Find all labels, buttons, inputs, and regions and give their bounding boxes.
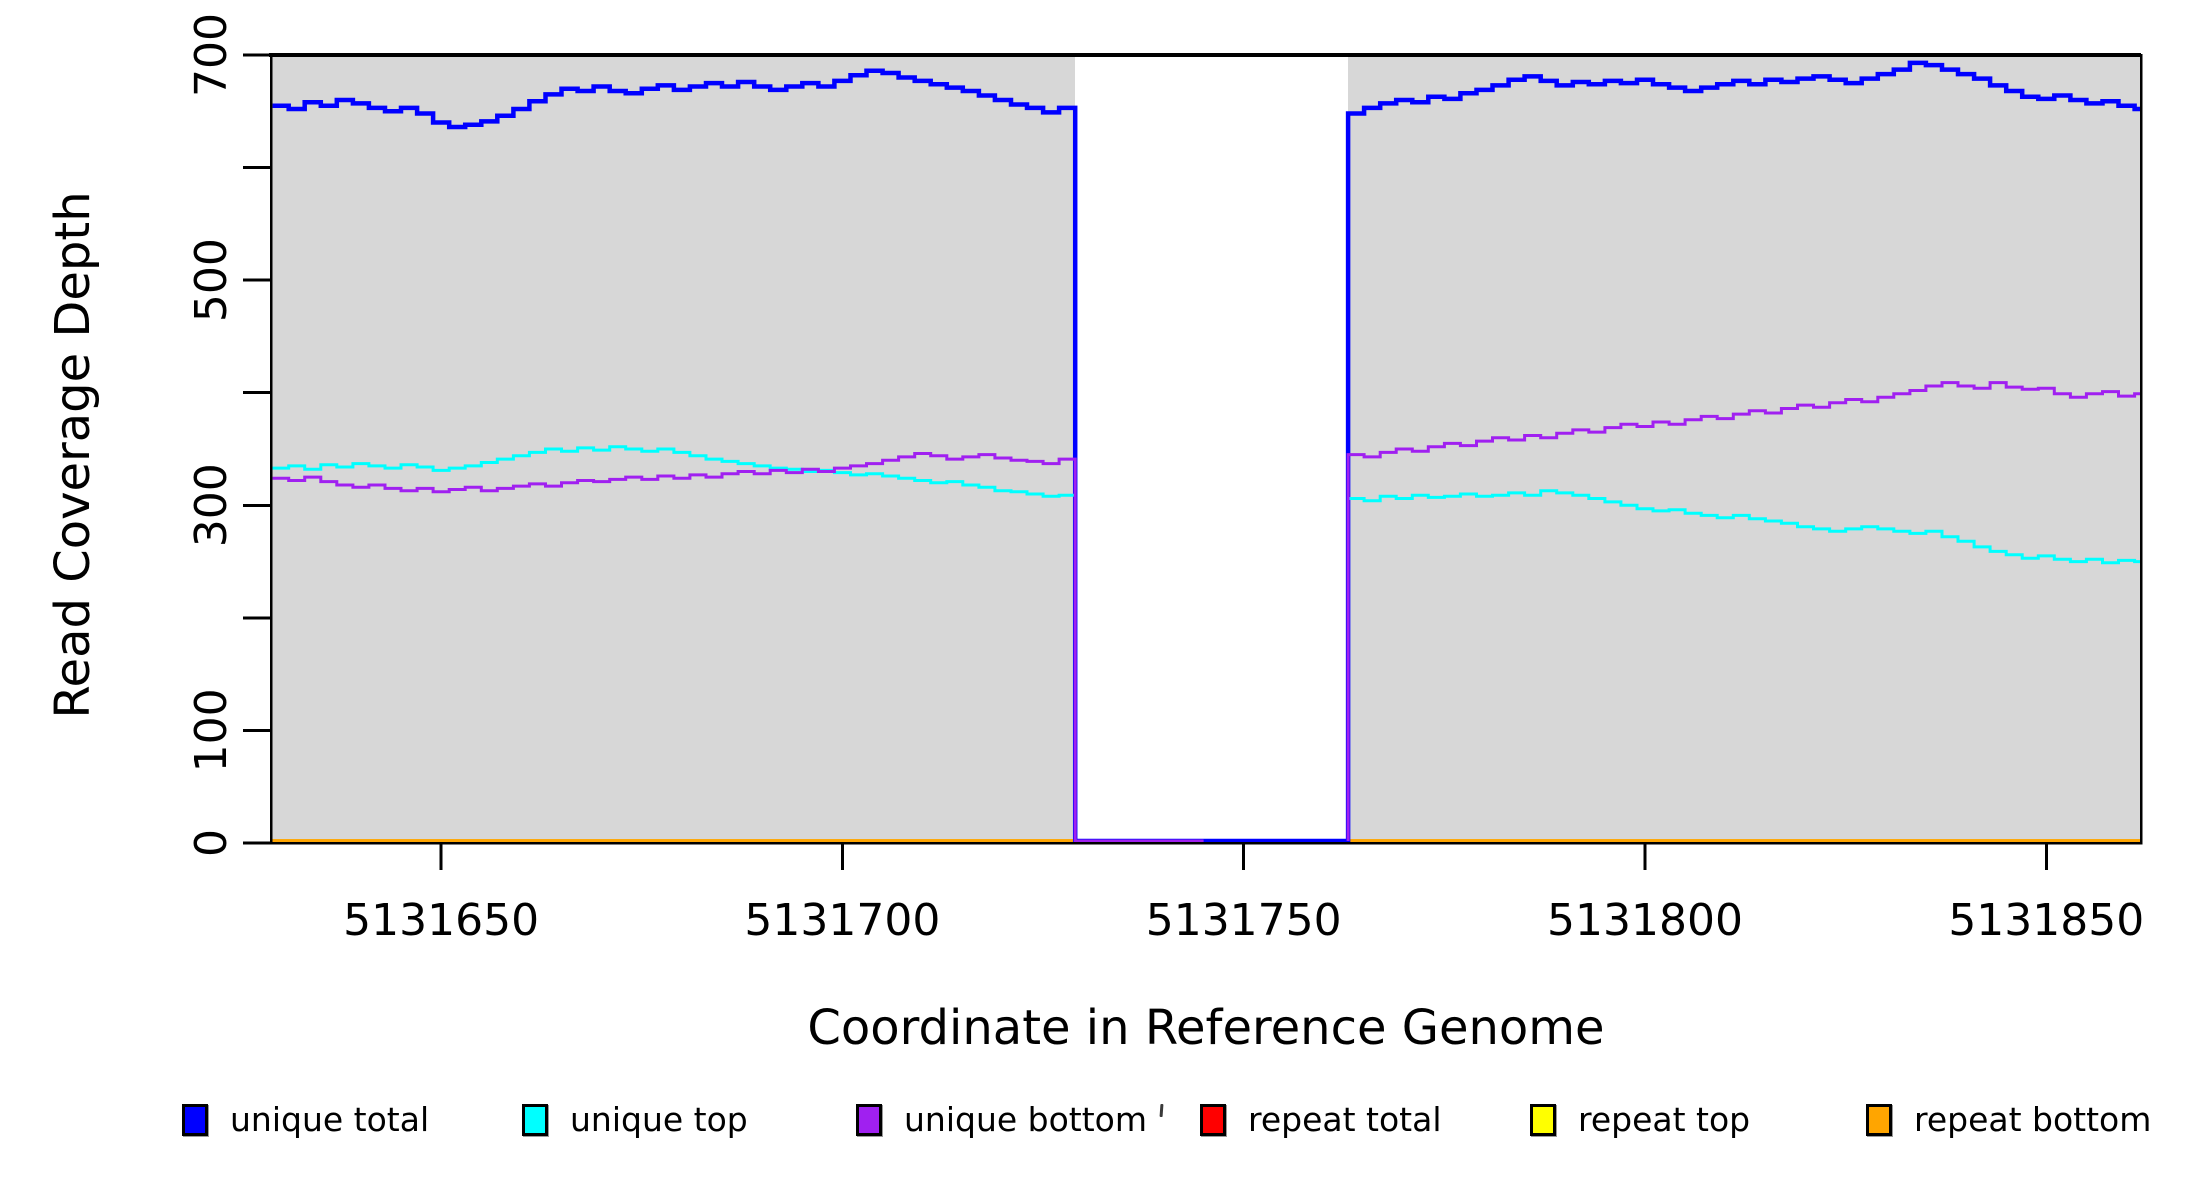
y-axis-tick-label: 700 bbox=[186, 13, 237, 97]
x-axis-tick-label: 5131850 bbox=[1948, 895, 2144, 946]
x-axis-tick-label: 5131700 bbox=[744, 895, 940, 946]
y-axis-tick-label: 0 bbox=[186, 829, 237, 857]
series-line-unique-bottom bbox=[272, 452, 1204, 843]
no-data-region bbox=[1075, 56, 1349, 843]
y-axis-tick-label: 500 bbox=[186, 238, 237, 322]
y-axis-tick-label: 100 bbox=[186, 688, 237, 772]
y-axis-tick-label: 300 bbox=[186, 463, 237, 547]
x-axis-tick-label: 5131750 bbox=[1146, 895, 1342, 946]
x-axis-tick-label: 5131800 bbox=[1547, 895, 1743, 946]
x-axis-tick-label: 5131650 bbox=[343, 895, 539, 946]
x-axis-title: Coordinate in Reference Genome bbox=[807, 1000, 1605, 1056]
y-axis-title: Read Coverage Depth bbox=[45, 191, 101, 719]
series-line-unique-top-right bbox=[1348, 489, 2141, 565]
series-line-unique-top bbox=[272, 445, 1076, 498]
series-line-unique-total bbox=[272, 60, 2141, 844]
series-line-unique-bottom-right bbox=[1346, 381, 2141, 841]
